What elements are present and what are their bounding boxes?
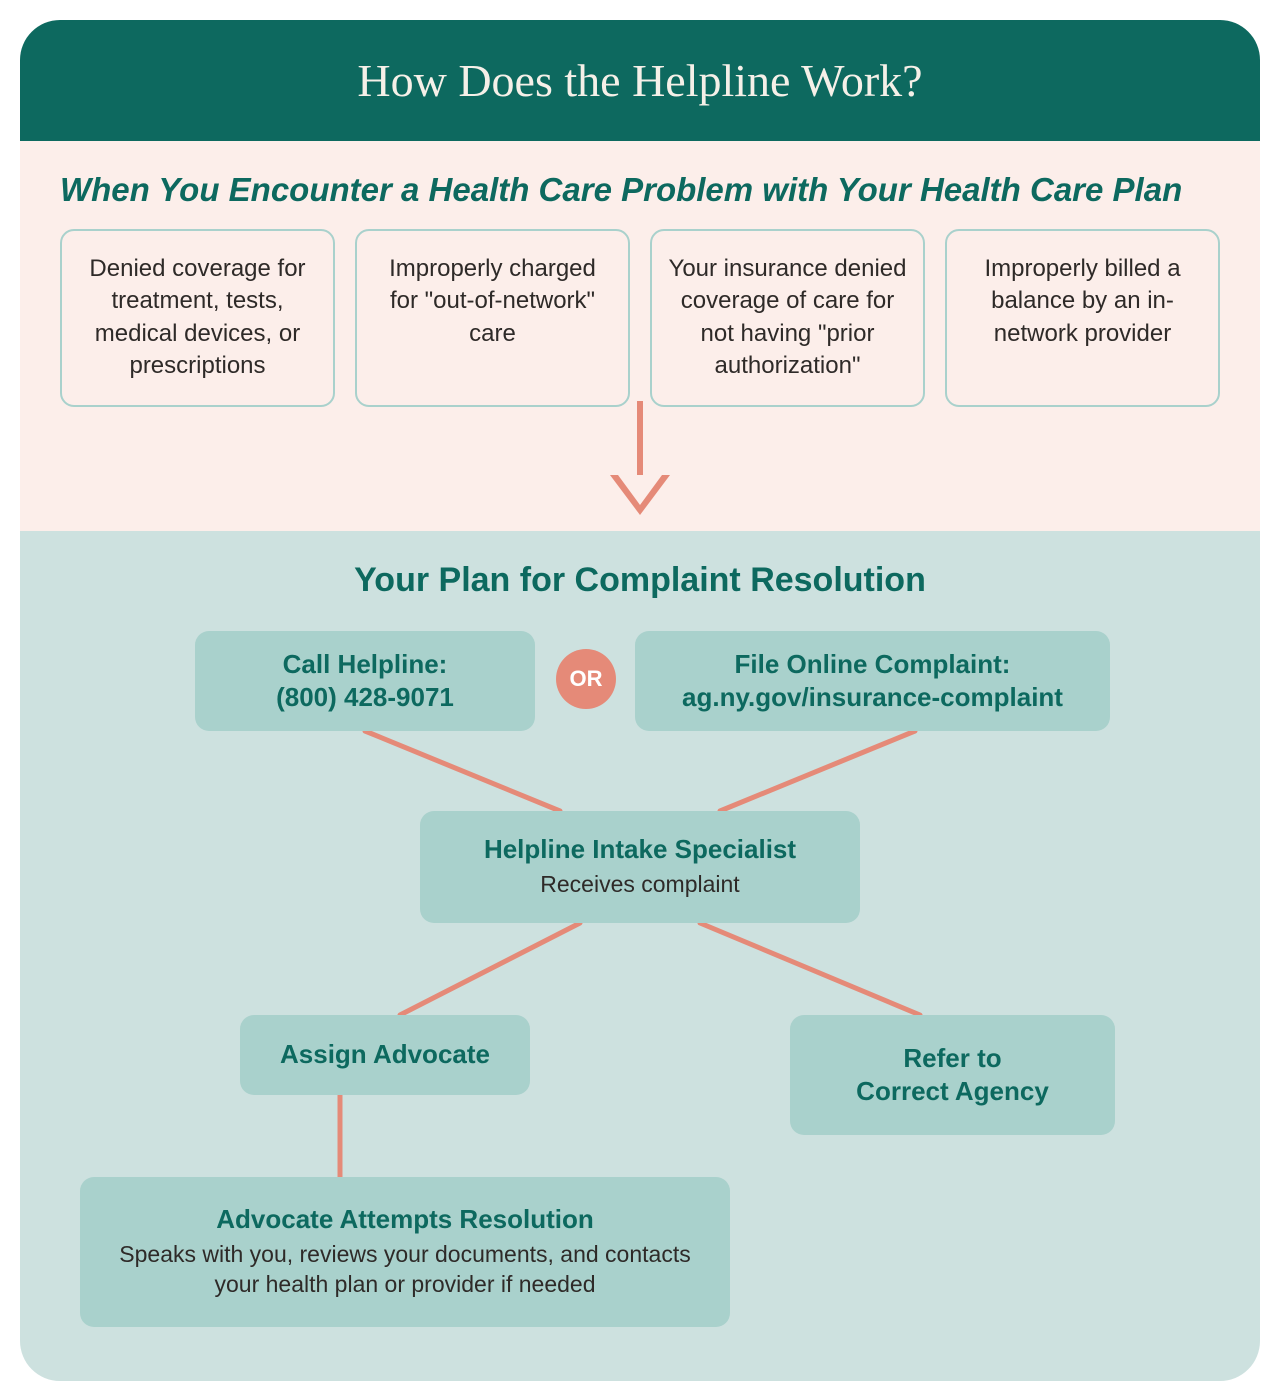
problems-row: Denied coverage for treatment, tests, me…	[60, 229, 1220, 407]
node-refer-agency: Refer to Correct Agency	[790, 1015, 1115, 1135]
node-title: ag.ny.gov/insurance-complaint	[682, 681, 1063, 714]
problem-box: Improperly charged for "out-of-network" …	[355, 229, 630, 407]
node-subtitle: Speaks with you, reviews your documents,…	[100, 1240, 710, 1300]
problems-section: When You Encounter a Health Care Problem…	[20, 141, 1260, 531]
problem-box: Improperly billed a balance by an in-net…	[945, 229, 1220, 407]
node-title: Helpline Intake Specialist	[484, 833, 796, 866]
header-title: How Does the Helpline Work?	[20, 20, 1260, 141]
or-badge: OR	[556, 649, 616, 709]
resolution-section: Your Plan for Complaint Resolution Call …	[20, 531, 1260, 1381]
node-subtitle: Receives complaint	[540, 870, 739, 900]
node-title: Call Helpline:	[283, 648, 448, 681]
node-title: Refer to	[903, 1042, 1001, 1075]
node-intake-specialist: Helpline Intake Specialist Receives comp…	[420, 811, 860, 923]
problems-heading: When You Encounter a Health Care Problem…	[60, 171, 1220, 209]
node-title: Correct Agency	[856, 1075, 1049, 1108]
down-arrow-icon	[60, 401, 1220, 521]
node-assign-advocate: Assign Advocate	[240, 1015, 530, 1095]
problem-box: Your insurance denied coverage of care f…	[650, 229, 925, 407]
infographic-container: How Does the Helpline Work? When You Enc…	[20, 20, 1260, 1381]
node-title: File Online Complaint:	[735, 648, 1011, 681]
resolution-heading: Your Plan for Complaint Resolution	[60, 561, 1220, 600]
node-title: (800) 428-9071	[276, 681, 454, 714]
node-file-online: File Online Complaint: ag.ny.gov/insuran…	[635, 631, 1110, 731]
node-title: Assign Advocate	[280, 1038, 490, 1071]
problem-box: Denied coverage for treatment, tests, me…	[60, 229, 335, 407]
node-title: Advocate Attempts Resolution	[216, 1203, 594, 1236]
node-advocate-resolution: Advocate Attempts Resolution Speaks with…	[80, 1177, 730, 1327]
node-call-helpline: Call Helpline: (800) 428-9071	[195, 631, 535, 731]
